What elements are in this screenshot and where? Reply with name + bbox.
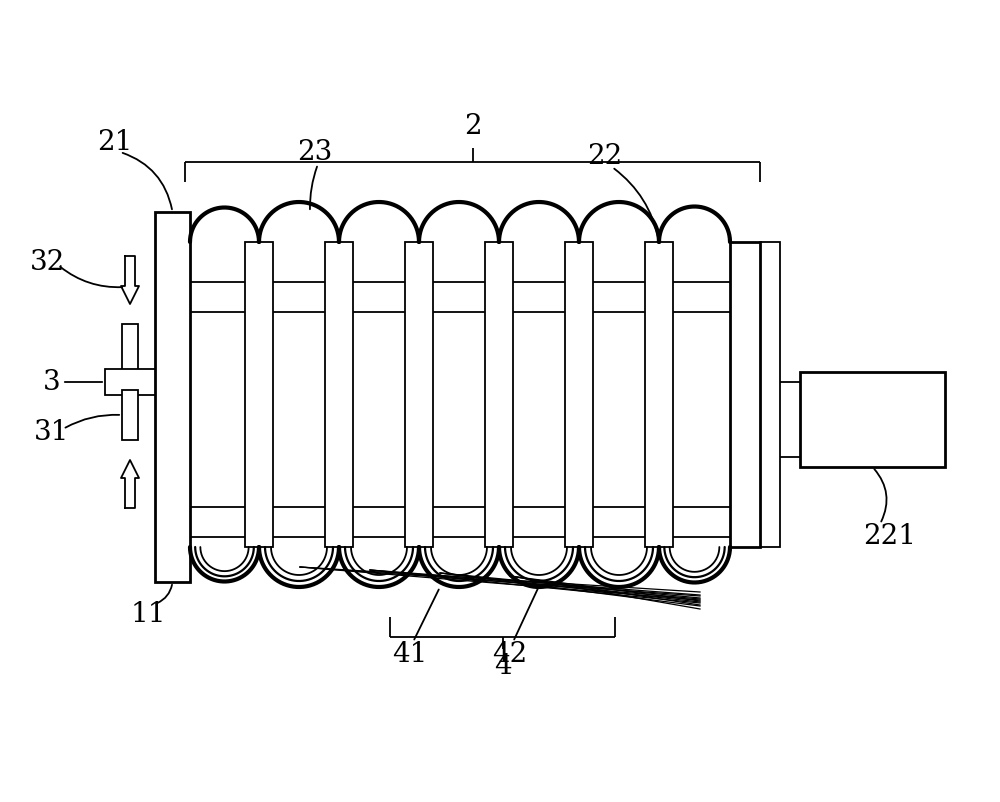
Text: 2: 2 — [464, 114, 481, 140]
Bar — [645, 242, 673, 547]
Text: 221: 221 — [864, 524, 916, 550]
Bar — [155, 212, 190, 582]
Text: 42: 42 — [492, 641, 528, 667]
Bar — [325, 242, 353, 547]
Text: 31: 31 — [34, 419, 70, 445]
Text: 41: 41 — [392, 641, 428, 667]
Text: 23: 23 — [297, 139, 333, 165]
Text: 11: 11 — [130, 601, 166, 627]
Text: 4: 4 — [494, 654, 511, 681]
Bar — [730, 242, 760, 547]
Text: 32: 32 — [30, 249, 66, 276]
Bar — [245, 242, 273, 547]
Bar — [800, 372, 945, 467]
Text: 22: 22 — [587, 144, 623, 171]
Bar — [405, 242, 433, 547]
Bar — [122, 390, 138, 440]
Bar — [122, 324, 138, 374]
Bar — [485, 242, 513, 547]
Text: 3: 3 — [43, 368, 61, 395]
Bar — [760, 242, 780, 547]
Polygon shape — [121, 256, 139, 304]
Text: 21: 21 — [97, 128, 133, 156]
Polygon shape — [121, 460, 139, 508]
Bar — [565, 242, 593, 547]
Bar — [105, 369, 155, 395]
